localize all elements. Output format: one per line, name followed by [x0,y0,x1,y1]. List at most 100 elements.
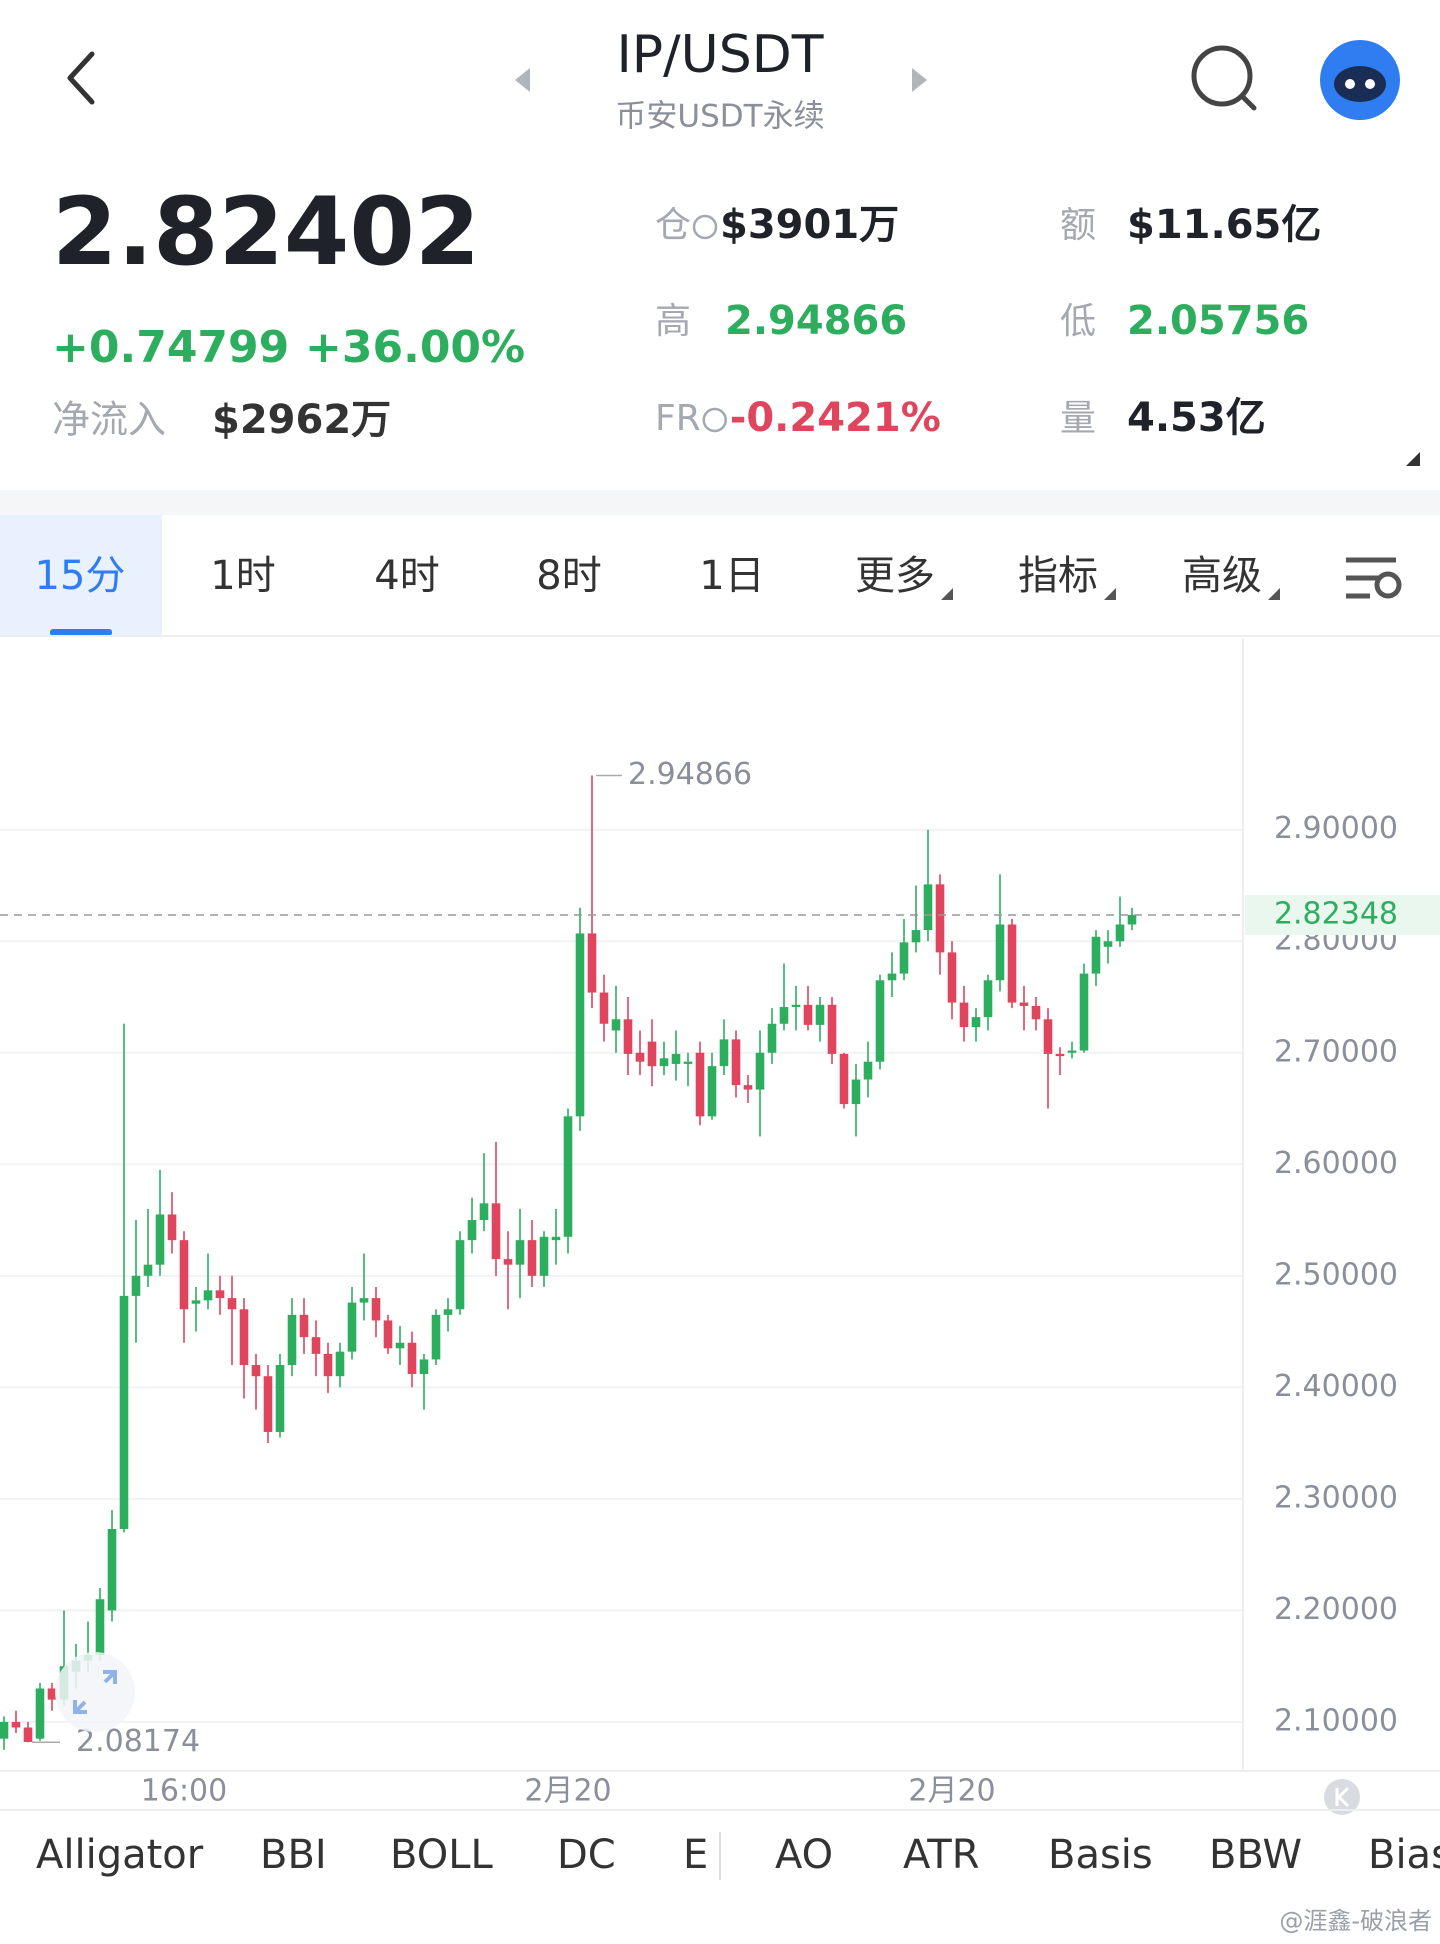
timeframe-tab[interactable]: 15分 [35,553,126,599]
candle-body [119,1295,129,1529]
candlestick-chart: 2.10000 2.20000 2.30000 2.40000 2.50000 2.600… [0,757,1440,1809]
indicator-tab[interactable]: Alligator [36,1832,204,1878]
candle-body [335,1351,345,1377]
candle-body [383,1320,393,1349]
candle-body [863,1061,873,1080]
candle-body [635,1052,645,1062]
candle-body [431,1314,441,1360]
candle-body [407,1342,417,1374]
indicator-tab[interactable]: ATR [903,1832,979,1878]
candle-body [143,1264,153,1276]
candle-body [875,980,885,1062]
y-tick-label: 2.10000 [1274,1703,1398,1738]
candle-body [887,973,897,981]
candle-body [251,1365,261,1377]
candle-body [611,1019,621,1031]
last-price-box [1245,895,1440,936]
indicators: Alligator BBI BOLL DC E AO ATR Basis BBW Bias [36,1832,1440,1878]
candle-body [299,1314,309,1338]
indicator-tab[interactable]: E [683,1832,708,1878]
active-tab-indicator [50,629,112,636]
candle-body [275,1365,285,1432]
indicator-tab[interactable]: AO [775,1832,833,1878]
candle-body [1127,915,1137,925]
indicator-tab[interactable]: BBW [1209,1832,1302,1878]
expand-stats[interactable] [1406,452,1420,466]
candle-body [983,980,993,1018]
candle-body [587,933,597,993]
indicator-tab[interactable]: BBI [260,1832,327,1878]
candle-body [1079,973,1089,1051]
scroll-to-latest[interactable] [1324,1779,1360,1815]
indicator-tab[interactable]: Bias [1368,1832,1440,1878]
candle-body [839,1053,849,1105]
y-tick-label: 2.30000 [1274,1480,1398,1515]
stat-label: 量 [1060,398,1096,439]
avatar[interactable] [1320,40,1400,120]
search-button[interactable] [1191,45,1257,111]
timeframe-tab[interactable]: 8时 [536,553,601,599]
prev-pair[interactable] [515,68,530,92]
candle-body [707,1066,717,1117]
timeframe-tab[interactable]: 1时 [210,553,275,599]
stat-label: 高 [655,301,691,342]
candle-body [539,1236,549,1276]
timeframe-tab[interactable]: 1日 [699,553,764,599]
candle-body [683,1061,693,1064]
info-icon[interactable] [692,214,718,240]
candle-body [995,924,1005,981]
candle-body [851,1079,861,1105]
candle-body [443,1309,453,1315]
last-price: 2.82402 [52,178,480,287]
candle-body [239,1309,249,1366]
next-pair[interactable] [912,68,927,92]
timeframe-tab[interactable]: 指标 [1018,553,1098,599]
candle-body [203,1290,213,1301]
x-tick-label: 2月20 [524,1774,611,1809]
candle-body [947,952,957,1003]
back-button[interactable] [67,51,95,105]
timeframe-tab[interactable]: 更多 [855,553,935,599]
candle-body [1007,924,1017,1003]
indicator-tab[interactable]: Basis [1048,1832,1153,1878]
candle-body [623,1019,633,1054]
candle-body [827,1004,837,1054]
dropdown-caret [1268,588,1280,600]
candle-body [479,1203,489,1221]
candle-body [1055,1053,1065,1057]
indicator-tab[interactable]: DC [557,1832,616,1878]
y-tick-label: 2.90000 [1274,811,1398,846]
candle-body [395,1342,405,1349]
chart-settings[interactable] [1346,557,1402,599]
x-tick-label: 2月20 [908,1774,995,1809]
candle-body [263,1376,273,1432]
info-icon[interactable] [702,407,727,433]
candle-body [743,1085,753,1090]
candle-body [227,1298,237,1310]
candle-body [1067,1050,1077,1053]
stat-label: 低 [1060,301,1096,342]
candle-body [47,1688,57,1700]
candle-body [731,1039,741,1086]
fullscreen-button[interactable] [55,1652,135,1732]
y-tick-label: 2.40000 [1274,1369,1398,1404]
candle-body [767,1023,777,1053]
candle-body [899,942,909,974]
indicator-tab[interactable]: BOLL [390,1832,494,1878]
timeframe-tab[interactable]: 高级 [1182,553,1262,599]
candle-body [503,1259,513,1265]
candle-body [167,1214,177,1241]
timeframe-tab[interactable]: 4时 [374,553,439,599]
candle-body [287,1314,297,1366]
candle-body [599,992,609,1024]
candle-body [179,1240,189,1310]
candle-body [755,1052,765,1090]
candle-body [155,1214,165,1265]
net-inflow-label: 净流入 [52,398,166,442]
candle-body [803,1004,813,1025]
candle-body [923,884,933,931]
stat-value: 2.05756 [1127,298,1309,344]
dropdown-caret [1104,588,1116,600]
